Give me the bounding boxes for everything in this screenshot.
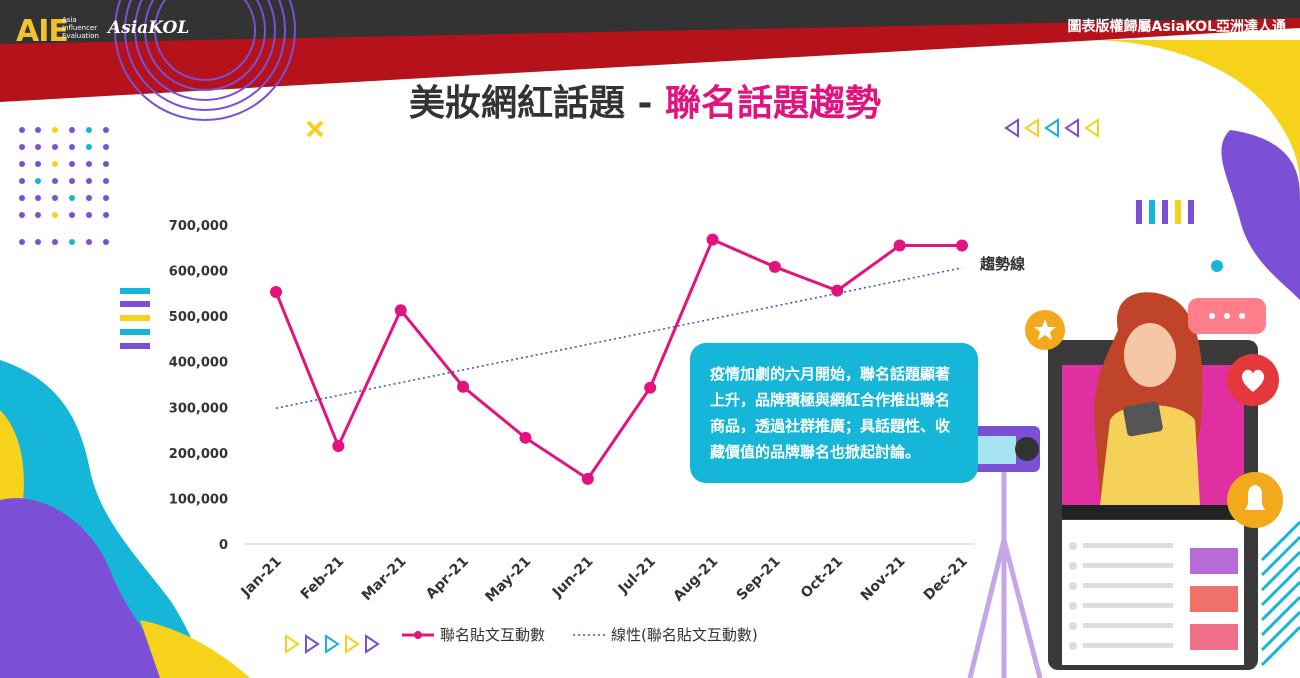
title-part-2: 聯名話題趨勢 — [665, 83, 882, 124]
y-tick-label: 200,000 — [169, 447, 228, 462]
legend-swatch-trend — [573, 633, 606, 636]
y-tick-label: 500,000 — [169, 310, 228, 325]
legend-item-trend: 線性(聯名貼文互動數) — [571, 624, 758, 645]
aie-logo-subtext: Asia Influencer Evaluation — [62, 16, 99, 40]
data-point — [270, 285, 282, 298]
x-tick-label: Jun-21 — [549, 554, 597, 602]
palette — [1123, 401, 1163, 437]
legend-item-series: 聯名貼文互動數 — [400, 624, 545, 645]
series-line-collab-posts — [274, 237, 962, 481]
data-point — [332, 440, 345, 453]
x-axis: Jan-21 Feb-21 Mar-21 Apr-21 May-21 Jun-21 Jul-… — [238, 554, 971, 606]
data-point — [893, 239, 906, 252]
stripes-decoration-left — [120, 288, 150, 349]
logo-subtext-line: Evaluation — [62, 32, 99, 40]
cyan-dot-decoration — [1211, 260, 1223, 272]
influencer-illustration — [967, 292, 1300, 678]
data-point — [956, 239, 968, 252]
y-tick-label: 0 — [219, 538, 228, 553]
purple-blob-left — [0, 498, 180, 678]
vertical-stripes-decoration — [1136, 200, 1194, 224]
x-tick-label: Dec-21 — [921, 554, 971, 604]
header-band-dark — [0, 0, 1300, 44]
hatched-stripes-decoration — [1260, 520, 1300, 667]
logo-subtext-line: Asia — [62, 16, 77, 24]
x-tick-label: Jan-21 — [238, 554, 285, 601]
y-tick-label: 100,000 — [169, 492, 228, 507]
x-tick-label: Apr-21 — [423, 554, 472, 603]
yellow-blob-bottom — [140, 620, 250, 678]
x-tick-label: Oct-21 — [798, 554, 846, 602]
data-point — [519, 431, 532, 444]
y-tick-label: 400,000 — [169, 356, 228, 371]
y-tick-label: 600,000 — [169, 265, 228, 280]
title-part-1: 美妝網紅話題 - — [408, 83, 665, 124]
x-tick-label: Aug-21 — [670, 554, 721, 605]
data-point — [394, 304, 407, 317]
x-tick-label: Mar-21 — [359, 554, 410, 605]
aie-logo: AIE — [16, 14, 69, 49]
copyright-notice: 圖表版權歸屬AsiaKOL亞洲達人通 — [1067, 19, 1286, 35]
data-point — [644, 381, 657, 394]
video-controls-bar — [1062, 505, 1244, 519]
concentric-circles-decoration — [114, 0, 296, 121]
face — [1124, 323, 1176, 387]
x-mark-decoration — [306, 120, 324, 138]
series-points — [270, 233, 968, 485]
data-point — [706, 233, 719, 246]
trendline — [275, 267, 963, 409]
triangles-decoration-top — [1004, 118, 1099, 138]
data-point — [581, 472, 594, 485]
callout-box: 疫情加劇的六月開始，聯名話題顯著上升，品牌積極與網紅合作推出聯名商品，透過社群推… — [690, 343, 978, 483]
data-point — [457, 380, 470, 393]
purple-blob-right — [1221, 130, 1300, 300]
legend-label-trend: 線性(聯名貼文互動數) — [611, 626, 758, 644]
asiakol-logo: AsiaKOL — [108, 18, 190, 38]
x-tick-label: Jul-21 — [615, 554, 659, 598]
triangles-decoration-bottom — [285, 634, 380, 654]
legend: 聯名貼文互動數 線性(聯名貼文互動數) — [400, 624, 784, 645]
page-title: 美妝網紅話題 - 聯名話題趨勢 — [0, 74, 1290, 126]
x-tick-label: Sep-21 — [734, 554, 784, 604]
y-tick-label: 700,000 — [169, 219, 228, 234]
x-tick-label: Nov-21 — [858, 554, 909, 605]
dot-grid-decoration — [19, 127, 109, 245]
trendline-label: 趨勢線 — [980, 255, 1026, 273]
logo-subtext-line: Influencer — [62, 24, 98, 32]
data-point — [831, 284, 844, 297]
legend-label-series: 聯名貼文互動數 — [440, 626, 546, 644]
x-tick-label: Feb-21 — [298, 554, 347, 603]
x-tick-label: May-21 — [482, 554, 534, 606]
y-tick-label: 300,000 — [169, 401, 228, 416]
data-point — [768, 260, 781, 273]
yellow-blob-decoration — [1090, 40, 1300, 200]
y-axis: 0 100,000 200,000 300,000 400,000 500,000 600,… — [169, 219, 228, 553]
legend-swatch-series — [402, 630, 434, 639]
shirt — [1100, 405, 1200, 505]
